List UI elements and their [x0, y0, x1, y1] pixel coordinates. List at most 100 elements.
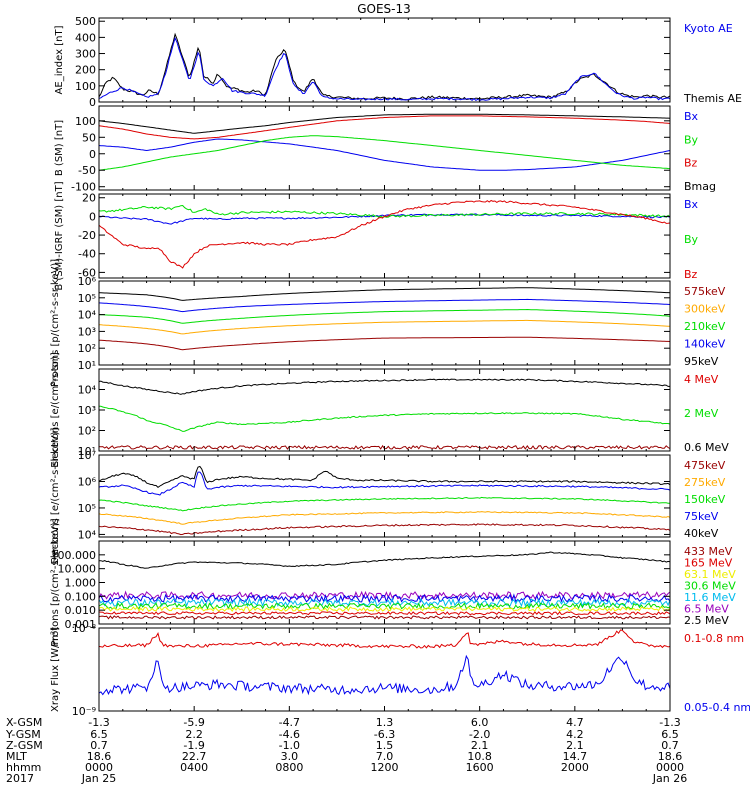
series-line-bmag — [98, 113, 671, 134]
y-tick-label: 100.000 — [51, 549, 97, 562]
legend-label: 0.1-0.8 nm — [684, 632, 744, 645]
y-tick-label: 0 — [89, 210, 96, 223]
legend-label: 210keV — [684, 320, 726, 333]
y-tick-label: 0 — [89, 148, 96, 161]
legend-label: 6.5 MeV — [684, 603, 729, 616]
legend-label: Bmag — [684, 180, 716, 193]
panel-1: 0 100 200 300 400 500 AE_index [nT] Kyoto AE The… — [54, 15, 742, 109]
y-tick-label: 10⁴ — [78, 384, 97, 397]
legend-label: 11.6 MeV — [684, 591, 736, 604]
y-tick-label: 10⁷ — [78, 449, 96, 462]
x-table-cell: 18.6 — [87, 750, 112, 763]
legend-label: 0.05-0.4 nm — [684, 701, 750, 714]
panel-5: 10¹ 10² 10³ 10⁴ Electrons [e/(cm²-s-sr)] 4 Me… — [50, 352, 729, 468]
panel-3: 20 0 -20 -40 -60 B (SM)-IGRF (SM) [nT] Bx By Bz — [54, 181, 699, 290]
series-line-140kev — [98, 298, 671, 313]
y-tick-label: 0.100 — [65, 590, 97, 603]
legend-label: By — [684, 133, 699, 146]
series-line-0-05-0-4-nm — [98, 654, 671, 696]
legend-label: By — [684, 233, 699, 246]
legend-label: Kyoto AE — [684, 22, 733, 35]
series-line-11-6-mev — [98, 593, 671, 604]
series-line-by — [98, 135, 671, 171]
legend-label: 275keV — [684, 476, 726, 489]
panel-6: 10⁴ 10⁵ 10⁶ 10⁷ Electrons [e/(cm²-s-sr-keV)]… — [50, 427, 726, 564]
legend-label: 95keV — [684, 355, 719, 368]
series-line-433-mev — [98, 615, 671, 620]
x-table-cell: 0000 — [656, 761, 684, 774]
legend-label: 40keV — [684, 527, 719, 540]
y-axis-label: Electrons [e/(cm²-s-sr)] — [50, 352, 61, 468]
y-axis-label: B (SM)-IGRF (SM) [nT] — [54, 181, 65, 290]
y-tick-label: 0 — [89, 96, 96, 109]
series-line-0-6-mev — [98, 378, 670, 395]
x-table-cell: -4.7 — [279, 716, 300, 729]
x-table-cell: -5.9 — [183, 716, 204, 729]
y-tick-label: 10² — [78, 342, 96, 355]
y-tick-label: 10⁻⁸ — [72, 622, 97, 635]
y-tick-label: 0.001 — [65, 618, 97, 631]
legend-label: 140keV — [684, 338, 726, 351]
y-tick-label: 0.010 — [65, 604, 97, 617]
x-table-cell: 2.2 — [185, 728, 203, 741]
y-tick-label: 10¹ — [78, 359, 96, 372]
y-tick-label: -40 — [78, 248, 96, 261]
legend-label: 433 MeV — [684, 545, 733, 558]
series-line-275kev — [98, 511, 671, 525]
x-table-cell: 3.0 — [281, 750, 299, 763]
panel-2: 100 50 0 -50 -100 B (SM) [nT] Bx By Bz Bmag — [54, 105, 716, 194]
x-table-cell: -2.0 — [469, 728, 490, 741]
series-line-11-6-mev — [98, 597, 671, 608]
y-tick-label: 10⁴ — [78, 528, 97, 541]
plot-frame — [98, 540, 671, 625]
x-table-cell: 0400 — [180, 761, 208, 774]
series-line-by — [98, 204, 671, 218]
panel-4: 10¹ 10² 10³ 10⁴ 10⁵ 10⁶ Protons [p/(cm²-s-sr-k… — [50, 259, 726, 387]
x-table-cell: 10.8 — [467, 750, 492, 763]
series-line-2-5-mev — [98, 551, 671, 569]
x-table-row-label: X-GSM — [6, 716, 42, 729]
legend-label: 2.5 MeV — [684, 614, 729, 627]
legend-label: 300keV — [684, 303, 726, 316]
x-table-cell: 0.7 — [661, 739, 679, 752]
y-tick-label: 400 — [75, 31, 96, 44]
series-line-165-mev — [98, 611, 671, 616]
x-table-cell: 1200 — [371, 761, 399, 774]
y-axis-label: B (SM) [nT] — [54, 120, 65, 176]
x-table-cell: 1600 — [466, 761, 494, 774]
y-tick-label: 100 — [75, 115, 96, 128]
x-table-row-label: 2017 — [6, 772, 34, 785]
x-table-row-label: hhmm — [6, 761, 41, 774]
y-axis-label: Protons [p/(cm²-s-sr-keV)] — [50, 259, 61, 387]
y-tick-label: 10¹ — [78, 445, 96, 458]
y-tick-label: 100 — [75, 80, 96, 93]
x-table-cell: -1.3 — [659, 716, 680, 729]
y-axis-label: Xray Flux [W/m²] — [50, 627, 61, 712]
legend-label: Bx — [684, 110, 699, 123]
y-tick-label: 50 — [82, 131, 96, 144]
series-line-2-mev — [99, 405, 671, 432]
x-table-cell: 2000 — [561, 761, 589, 774]
x-table-cell: 22.7 — [182, 750, 207, 763]
x-table-row-label: MLT — [6, 750, 27, 763]
x-table-cell: 6.0 — [471, 716, 489, 729]
series-line-75kev — [98, 471, 671, 496]
y-tick-label: -60 — [78, 266, 96, 279]
y-tick-label: 10³ — [78, 404, 96, 417]
x-table-cell: 18.6 — [658, 750, 683, 763]
series-line-bx — [98, 138, 671, 171]
y-tick-label: -100 — [71, 181, 96, 194]
y-tick-label: 200 — [75, 64, 96, 77]
x-table-cell: -1.0 — [279, 739, 300, 752]
legend-label: 575keV — [684, 285, 726, 298]
series-line-40kev — [98, 465, 671, 489]
legend-label: 0.6 MeV — [684, 441, 729, 454]
x-table-cell: Jan 26 — [652, 772, 687, 785]
x-table-cell: 0800 — [275, 761, 303, 774]
y-tick-label: -50 — [78, 164, 96, 177]
x-table-cell: 1.5 — [376, 739, 394, 752]
legend-label: 63.1 MeV — [684, 568, 736, 581]
x-table-cell: 4.2 — [566, 728, 584, 741]
x-table-cell: 0.7 — [90, 739, 108, 752]
